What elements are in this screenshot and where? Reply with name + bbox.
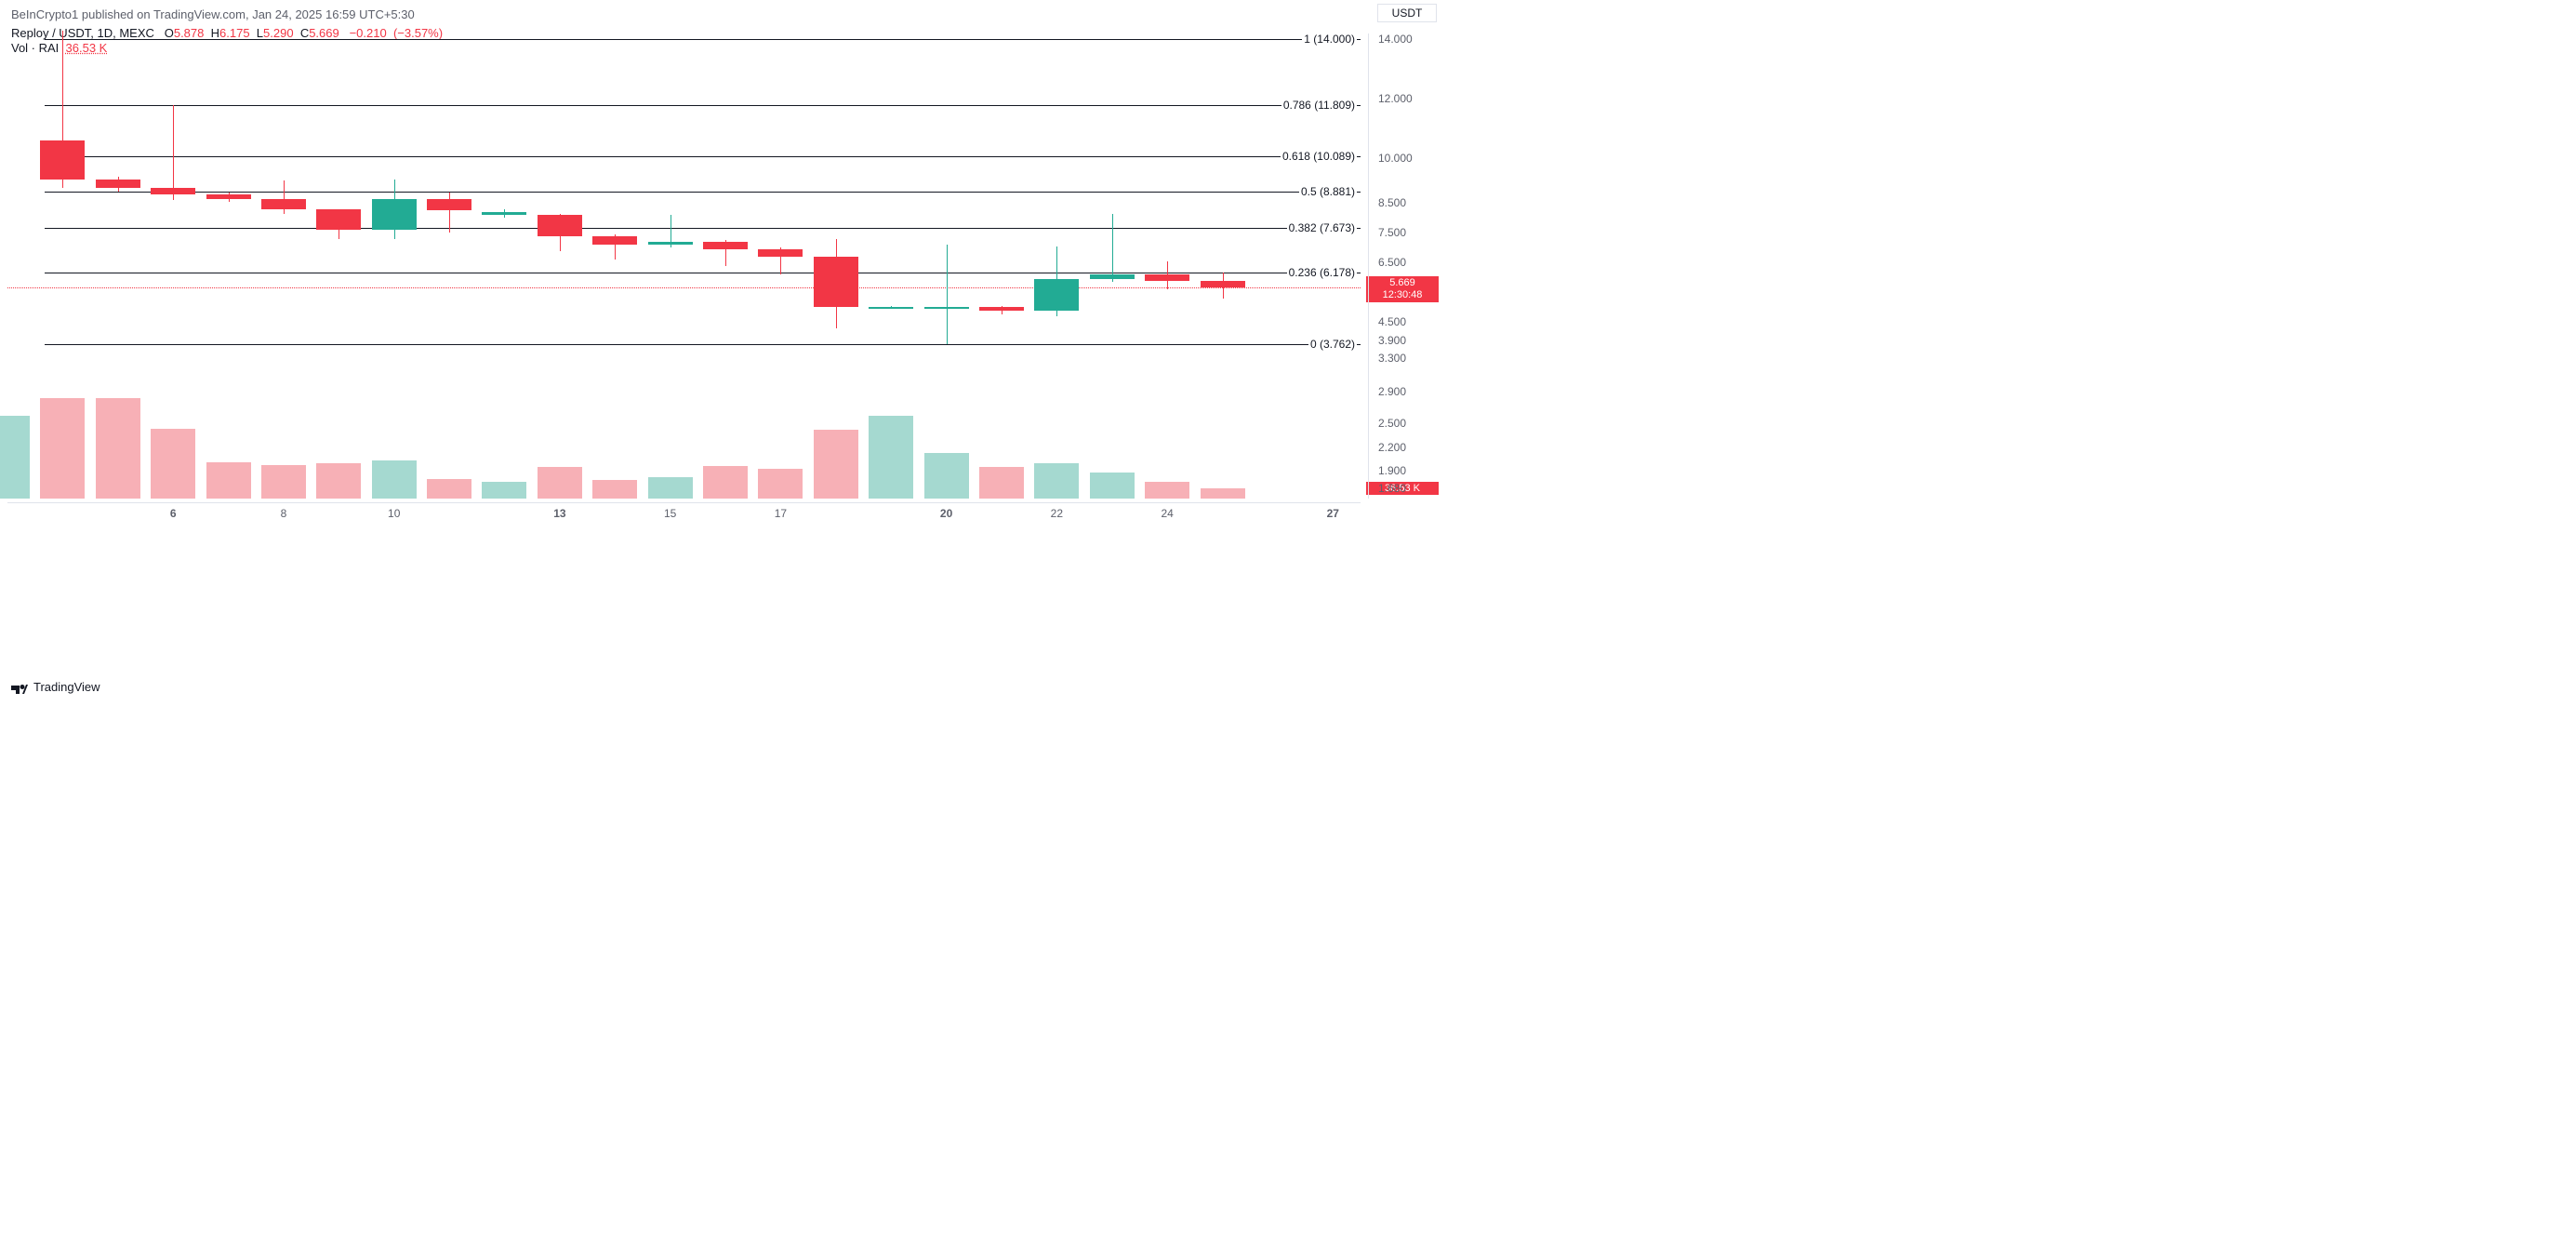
volume-bar[interactable] [40,398,85,499]
volume-bar[interactable] [96,398,140,499]
volume-bar[interactable] [206,462,251,499]
candle[interactable] [316,209,361,230]
date-tick: 6 [170,507,177,520]
publish-meta: BeInCrypto1 published on TradingView.com… [11,7,415,21]
tradingview-logo[interactable]: TradingView [11,680,100,694]
candle[interactable] [869,307,913,309]
fib-line[interactable] [45,344,1361,345]
candle[interactable] [979,307,1024,310]
date-tick: 17 [775,507,787,520]
candle[interactable] [1090,274,1135,279]
price-chart[interactable]: 1 (14.000) 0.786 (11.809) 0.618 (10.089) 0.… [7,33,1361,376]
fib-label: 0.236 (6.178) [1287,266,1357,279]
volume-bar[interactable] [1201,488,1245,499]
candle[interactable] [924,307,969,309]
candle[interactable] [1145,274,1189,281]
date-tick: 13 [553,507,565,520]
volume-bar[interactable] [0,416,30,499]
quote-currency-button[interactable]: USDT [1377,4,1437,22]
volume-bar[interactable] [869,416,913,499]
fib-label: 0.786 (11.809) [1281,99,1357,112]
fib-line[interactable] [45,39,1361,40]
date-tick: 20 [940,507,952,520]
candle[interactable] [40,140,85,180]
candle-wick [947,245,948,344]
fib-line[interactable] [45,105,1361,106]
volume-bar[interactable] [924,453,969,499]
price-tick: 8.500 [1378,196,1406,209]
last-price-line [7,287,1361,288]
candle[interactable] [206,194,251,199]
volume-tick: 2.500 [1378,417,1406,430]
fib-label: 0 (3.762) [1308,338,1357,351]
volume-bar[interactable] [1034,463,1079,499]
volume-bar[interactable] [1145,482,1189,499]
fib-label: 0.382 (7.673) [1287,221,1357,234]
volume-bar[interactable] [372,460,417,499]
volume-tick: 2.900 [1378,385,1406,398]
time-axis[interactable]: 6 8 10 13 15 17 20 22 24 27 [7,502,1361,525]
candle-wick [1112,214,1113,283]
volume-bar[interactable] [538,467,582,499]
volume-bar[interactable] [814,430,858,499]
price-tick: 3.900 [1378,334,1406,347]
candle[interactable] [1034,279,1079,311]
volume-bar[interactable] [482,482,526,499]
candle[interactable] [372,199,417,231]
volume-bar[interactable] [261,465,306,499]
date-tick: 27 [1327,507,1339,520]
candle[interactable] [151,188,195,193]
price-tick: 10.000 [1378,152,1413,165]
price-tick: 6.500 [1378,256,1406,269]
volume-bar[interactable] [316,463,361,499]
volume-chart[interactable]: 36.53 K [7,376,1361,499]
date-tick: 8 [281,507,287,520]
volume-tick: 1.900 [1378,464,1406,477]
volume-bar[interactable] [979,467,1024,499]
candle[interactable] [703,242,748,249]
price-tick: 12.000 [1378,92,1413,105]
volume-bar[interactable] [648,477,693,499]
fib-label: 1 (14.000) [1302,33,1357,46]
fib-line[interactable] [45,192,1361,193]
tradingview-icon [11,681,28,694]
candle[interactable] [261,199,306,209]
fib-label: 0.5 (8.881) [1299,185,1357,198]
date-tick: 22 [1051,507,1063,520]
volume-bar[interactable] [151,429,195,499]
price-tick: 4.500 [1378,315,1406,328]
price-tick: 14.000 [1378,33,1413,46]
fib-label: 0.618 (10.089) [1281,150,1357,163]
candle[interactable] [758,249,803,257]
price-tick: 3.300 [1378,352,1406,365]
candle[interactable] [482,212,526,215]
candle[interactable] [96,180,140,189]
date-tick: 24 [1161,507,1173,520]
volume-bar[interactable] [592,480,637,499]
date-tick: 10 [388,507,400,520]
volume-bar[interactable] [1090,473,1135,499]
candle-wick [173,105,174,200]
fib-line[interactable] [45,228,1361,229]
date-tick: 15 [664,507,676,520]
volume-tick: 2.200 [1378,441,1406,454]
fib-line[interactable] [45,156,1361,157]
candle[interactable] [592,236,637,246]
price-tick: 7.500 [1378,226,1406,239]
candle[interactable] [1201,281,1245,287]
volume-bar[interactable] [703,466,748,499]
volume-bar[interactable] [427,479,471,499]
price-axis[interactable]: 14.000 12.000 10.000 8.500 7.500 6.500 4.500 3.… [1368,33,1446,499]
candle[interactable] [427,199,471,211]
volume-bar[interactable] [758,469,803,499]
candle[interactable] [538,215,582,235]
candle[interactable] [648,242,693,245]
volume-tick: 1.680 [1378,482,1406,495]
candle[interactable] [814,257,858,307]
